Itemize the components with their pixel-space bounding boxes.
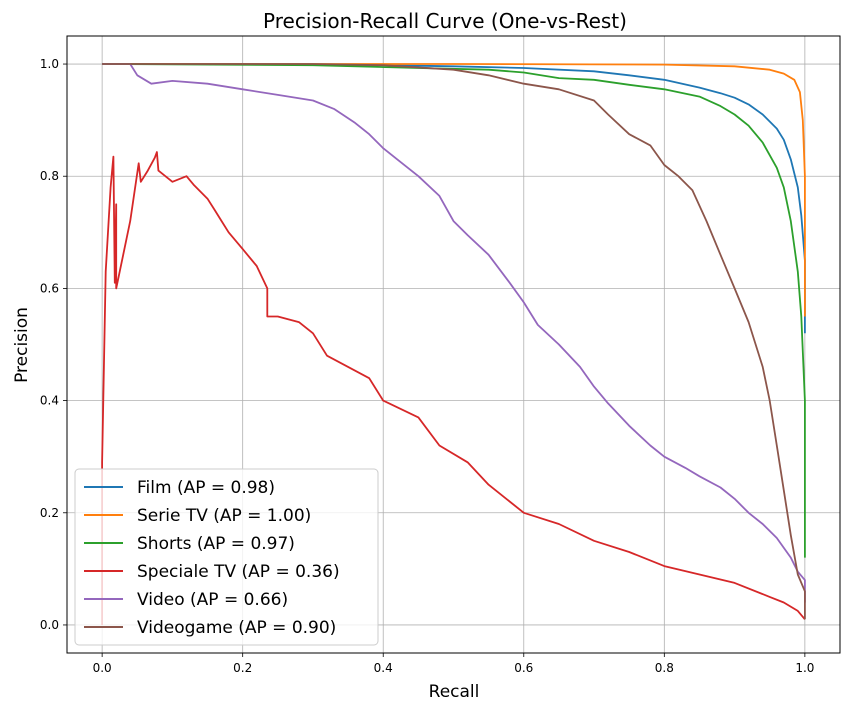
- y-tick-label: 0.0: [40, 618, 59, 632]
- x-tick-label: 0.0: [93, 661, 112, 675]
- plot-frame: [66, 35, 841, 654]
- legend: Film (AP = 0.98) Serie TV (AP = 1.00) Shor…: [74, 468, 379, 646]
- legend-label: Video (AP = 0.66): [137, 590, 288, 610]
- y-axis-label: Precision: [12, 307, 32, 383]
- y-tick-label: 0.4: [40, 394, 59, 408]
- legend-label: Speciale TV (AP = 0.36): [137, 562, 340, 582]
- y-tick-label: 1.0: [40, 57, 59, 71]
- axis-ticks: 0.0 0.2 0.4 0.6 0.8 1.0 0.0 0.2 0.4 0.6 0.8 1.0: [40, 57, 815, 675]
- series-line-4: [102, 63, 806, 603]
- y-tick-label: 0.2: [40, 506, 59, 520]
- x-tick-label: 0.2: [233, 661, 252, 675]
- series-layer: [101, 63, 806, 625]
- legend-label: Videogame (AP = 0.90): [137, 618, 336, 638]
- legend-label: Film (AP = 0.98): [137, 478, 275, 498]
- series-line-0: [102, 63, 806, 334]
- series-line-3: [101, 151, 806, 625]
- y-tick-label: 0.8: [40, 169, 59, 183]
- legend-label: Serie TV (AP = 1.00): [137, 506, 311, 526]
- chart-title: Precision-Recall Curve (One-vs-Rest): [263, 9, 627, 33]
- series-line-5: [102, 63, 806, 620]
- x-tick-label: 0.4: [374, 661, 393, 675]
- x-tick-label: 1.0: [795, 661, 814, 675]
- y-tick-label: 0.6: [40, 281, 59, 295]
- x-tick-label: 0.6: [514, 661, 533, 675]
- legend-box: [74, 468, 379, 646]
- x-axis-label: Recall: [429, 682, 480, 702]
- series-line-2: [102, 63, 806, 558]
- legend-label: Shorts (AP = 0.97): [137, 534, 295, 554]
- series-line-1: [102, 63, 806, 317]
- x-tick-label: 0.8: [655, 661, 674, 675]
